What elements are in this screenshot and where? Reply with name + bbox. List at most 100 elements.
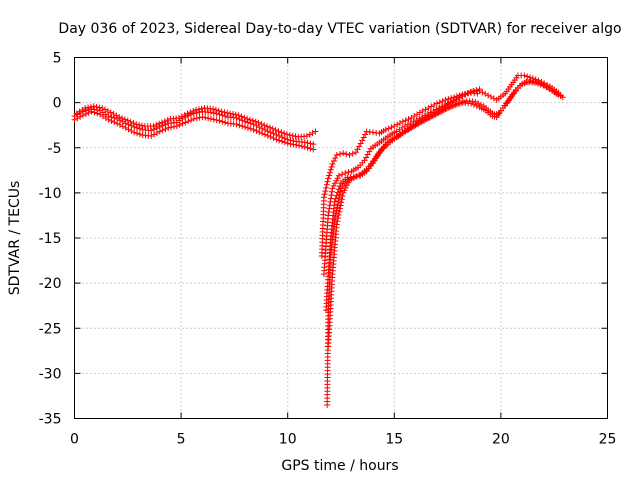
data-point-markers bbox=[523, 78, 536, 86]
data-point-markers bbox=[199, 108, 212, 116]
data-point-markers bbox=[184, 108, 197, 117]
data-point-markers bbox=[158, 117, 171, 126]
data-point-markers bbox=[199, 114, 212, 122]
data-point-markers bbox=[141, 123, 154, 130]
x-tick-label: 5 bbox=[177, 432, 186, 448]
data-point-markers bbox=[105, 113, 118, 121]
data-point-markers bbox=[369, 151, 381, 165]
data-point-markers bbox=[207, 115, 220, 124]
grid-layer bbox=[74, 57, 608, 419]
data-point-markers bbox=[250, 121, 263, 131]
data-point-markers bbox=[190, 109, 203, 117]
y-tick-label: -10 bbox=[39, 186, 62, 202]
data-point-markers bbox=[391, 132, 403, 142]
data-point-markers bbox=[252, 118, 265, 127]
data-point-markers bbox=[444, 97, 457, 107]
data-point-markers bbox=[139, 126, 152, 134]
data-point-markers bbox=[259, 130, 271, 139]
data-point-markers bbox=[493, 109, 503, 121]
data-point-markers bbox=[276, 137, 288, 146]
data-point-markers bbox=[382, 124, 395, 133]
data-point-markers bbox=[506, 89, 518, 103]
x-tick-label: 20 bbox=[492, 432, 510, 448]
data-point-markers bbox=[244, 115, 256, 124]
data-point-markers bbox=[324, 319, 332, 408]
data-point-markers bbox=[374, 138, 385, 148]
data-point-markers bbox=[139, 132, 152, 139]
data-point-markers bbox=[495, 107, 504, 117]
data-point-markers bbox=[278, 129, 290, 138]
y-tick-label: -25 bbox=[39, 321, 62, 337]
data-point-markers bbox=[107, 109, 120, 119]
data-point-markers bbox=[320, 178, 331, 201]
data-point-markers bbox=[82, 103, 94, 112]
x-tick-label: 10 bbox=[279, 432, 297, 448]
data-point-markers bbox=[150, 120, 163, 130]
data-point-markers bbox=[340, 179, 352, 196]
data-point-markers bbox=[216, 117, 229, 126]
data-point-markers bbox=[131, 123, 143, 132]
data-layer bbox=[71, 72, 566, 408]
y-tick-label: -30 bbox=[39, 366, 62, 382]
data-point-markers bbox=[348, 165, 359, 175]
data-point-markers bbox=[97, 111, 109, 121]
y-axis-title: SDTVAR / TECUs bbox=[7, 181, 23, 296]
series-track-0 bbox=[71, 105, 317, 148]
data-point-markers bbox=[340, 150, 350, 158]
data-point-markers bbox=[344, 175, 354, 183]
data-point-markers bbox=[233, 114, 246, 124]
data-point-markers bbox=[182, 117, 195, 126]
series-track-6 bbox=[325, 78, 564, 350]
y-tick-label: -35 bbox=[39, 412, 62, 428]
data-point-markers bbox=[408, 111, 421, 121]
data-point-markers bbox=[355, 159, 366, 171]
data-point-markers bbox=[116, 114, 128, 123]
data-point-marker bbox=[555, 89, 562, 96]
data-point-markers bbox=[105, 116, 118, 126]
data-point-markers bbox=[325, 163, 335, 182]
y-tick-label: 0 bbox=[53, 96, 62, 112]
data-point-markers bbox=[320, 215, 331, 278]
data-point-markers bbox=[175, 111, 188, 121]
data-point-markers bbox=[122, 120, 135, 129]
data-point-markers bbox=[497, 102, 509, 114]
data-point-markers bbox=[476, 87, 489, 97]
data-point-markers bbox=[218, 108, 231, 116]
plot-frame bbox=[74, 57, 608, 419]
data-point-markers bbox=[476, 104, 487, 113]
data-point-markers bbox=[382, 137, 396, 149]
data-point-markers bbox=[369, 129, 380, 136]
data-point-markers bbox=[114, 115, 126, 125]
y-tick-label: -5 bbox=[48, 141, 62, 157]
data-point-markers bbox=[276, 133, 288, 142]
data-point-markers bbox=[233, 121, 246, 130]
data-point-markers bbox=[433, 98, 446, 107]
data-point-markers bbox=[329, 224, 340, 278]
data-point-markers bbox=[376, 127, 387, 137]
data-point-markers bbox=[193, 105, 205, 113]
data-point-marker bbox=[310, 146, 317, 153]
data-point-markers bbox=[493, 92, 507, 103]
data-point-markers bbox=[427, 106, 440, 116]
data-point-markers bbox=[227, 110, 239, 118]
data-point-markers bbox=[99, 105, 111, 115]
data-point-markers bbox=[173, 115, 186, 126]
series-track-7 bbox=[324, 72, 562, 408]
data-point-markers bbox=[450, 100, 463, 109]
data-point-markers bbox=[284, 140, 297, 148]
data-point-markers bbox=[148, 125, 160, 134]
data-point-markers bbox=[416, 106, 429, 116]
tick-layer: 0 5 10 15 20 25 5 0 -5 -10 -15 -20 -25 -30 -35 bbox=[39, 51, 617, 448]
data-point-markers bbox=[210, 105, 222, 114]
x-tick-label: 25 bbox=[599, 432, 617, 448]
data-point-markers bbox=[293, 138, 305, 146]
data-point-markers bbox=[235, 112, 248, 121]
data-point-markers bbox=[538, 78, 551, 88]
data-point-markers bbox=[301, 139, 314, 147]
data-point-markers bbox=[527, 77, 540, 86]
data-point-markers bbox=[425, 109, 438, 120]
data-point-markers bbox=[416, 114, 429, 124]
data-point-markers bbox=[463, 97, 476, 105]
data-point-markers bbox=[284, 136, 297, 144]
